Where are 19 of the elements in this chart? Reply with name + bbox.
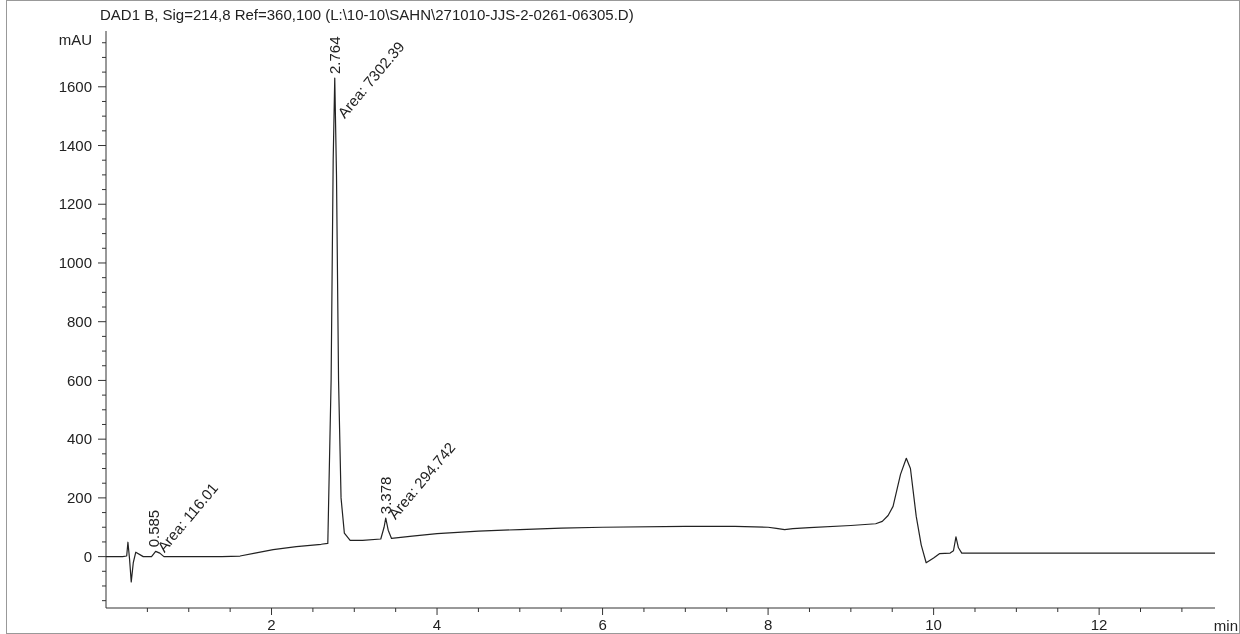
y-tick-label: 1400 xyxy=(58,136,92,154)
x-tick-label: 4 xyxy=(432,616,442,633)
x-tick-label: 10 xyxy=(925,616,942,633)
x-tick-label: 8 xyxy=(763,616,773,633)
x-tick-label: 2 xyxy=(267,616,276,633)
y-tick-label: 1600 xyxy=(58,78,92,96)
y-tick-label: 0 xyxy=(83,547,92,565)
y-tick-label: 800 xyxy=(66,312,92,330)
chart-title: DAD1 B, Sig=214,8 Ref=360,100 (L:\10-10\SAHN\271010-JJS-2-0261-06305.D) xyxy=(100,6,634,23)
x-tick-label: 6 xyxy=(598,616,607,633)
x-axis-title: min xyxy=(1213,617,1238,634)
y-tick-label: 1000 xyxy=(58,254,92,272)
x-tick-label: 12 xyxy=(1090,616,1108,633)
y-tick-label: 600 xyxy=(66,371,92,389)
y-tick-label: 400 xyxy=(66,430,92,448)
y-tick-label: 200 xyxy=(66,489,92,507)
annotation: 2.764 xyxy=(325,36,343,74)
y-axis-title: mAU xyxy=(58,31,92,48)
y-tick-label: 1200 xyxy=(58,195,92,213)
